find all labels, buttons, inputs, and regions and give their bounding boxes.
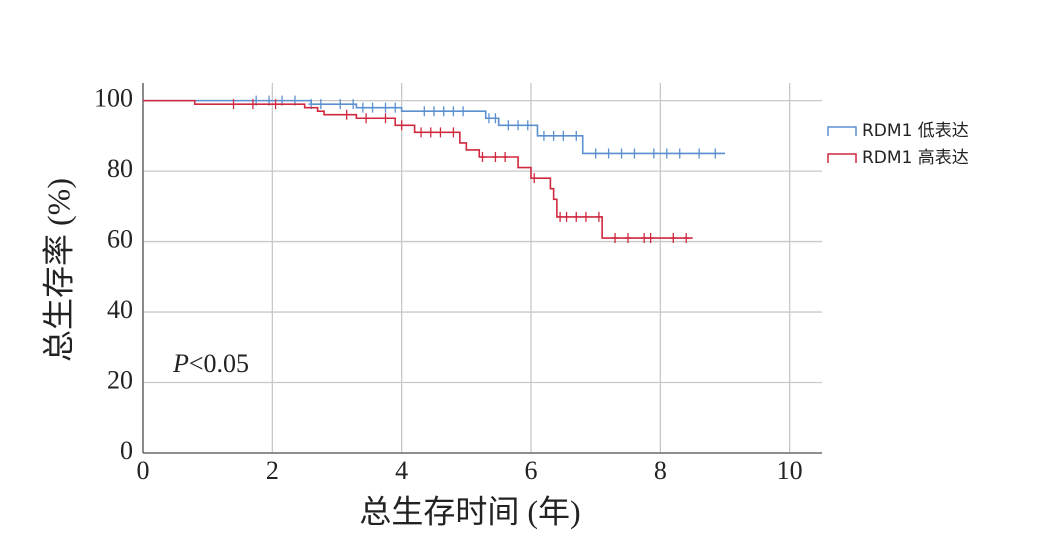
censor-mark: [492, 152, 499, 162]
censor-mark: [524, 120, 531, 131]
censor-mark: [485, 113, 492, 124]
censor-mark: [641, 233, 648, 244]
censor-mark: [431, 106, 437, 117]
censor-mark: [663, 148, 670, 159]
censor-mark: [492, 113, 499, 124]
censor-mark: [612, 233, 619, 244]
censor-mark: [563, 211, 570, 222]
censor-mark: [337, 99, 344, 110]
censor-mark: [676, 148, 683, 159]
survival-curve: [143, 99, 693, 239]
censor-mark: [573, 130, 580, 141]
censor-mark: [505, 120, 512, 131]
x-tick-label: 8: [654, 456, 667, 485]
survival-curve: [143, 99, 725, 155]
censor-mark: [625, 233, 631, 244]
censor-mark: [515, 120, 522, 131]
censor-mark: [560, 130, 567, 141]
censor-mark: [650, 148, 657, 159]
legend-swatch: [827, 153, 857, 163]
censor-mark: [418, 127, 425, 138]
x-tick-label: 10: [777, 456, 803, 485]
x-tick-label: 0: [137, 456, 150, 485]
censor-mark: [427, 127, 434, 138]
censor-mark: [605, 148, 612, 159]
x-tick-label: 6: [525, 456, 538, 485]
y-tick-label: 100: [94, 84, 133, 113]
censor-mark: [369, 102, 376, 113]
censor-mark: [479, 152, 486, 162]
censor-mark: [421, 106, 428, 117]
censor-mark: [398, 120, 405, 131]
p-text: <0.05: [189, 349, 249, 378]
censor-mark: [317, 99, 324, 110]
censor-mark: [595, 211, 602, 222]
legend-label: RDM1 低表达: [862, 121, 969, 141]
censor-mark: [382, 102, 389, 113]
censor-mark: [647, 233, 654, 244]
censor-mark: [531, 173, 538, 184]
p-symbol: P: [172, 349, 189, 378]
y-tick-label: 80: [107, 154, 133, 183]
censor-mark: [450, 127, 457, 138]
x-axis-title: 总生存时间 (年): [359, 493, 580, 529]
censor-mark: [540, 130, 547, 141]
x-tick-label: 2: [266, 456, 279, 485]
censor-mark: [550, 130, 557, 141]
censor-mark: [618, 148, 625, 159]
censor-mark: [440, 106, 447, 117]
x-tick-label: 4: [395, 456, 408, 485]
censor-mark: [363, 113, 370, 124]
legend-swatch: [827, 126, 857, 136]
legend-label: RDM1 高表达: [862, 148, 969, 168]
censor-mark: [343, 109, 350, 120]
censor-mark: [249, 99, 256, 110]
censor-mark: [392, 102, 399, 113]
censor-mark: [350, 99, 357, 110]
censor-mark: [272, 99, 279, 110]
censor-mark: [670, 233, 677, 244]
censor-mark: [460, 106, 467, 117]
censor-mark: [359, 102, 366, 113]
censor-mark: [437, 127, 444, 138]
censor-mark: [557, 211, 564, 222]
censor-mark: [450, 106, 457, 117]
y-axis-title: 总生存率 (%): [40, 178, 76, 362]
censor-mark: [592, 148, 599, 159]
censor-mark: [683, 233, 690, 244]
censor-mark: [573, 211, 580, 222]
censor-mark: [631, 148, 638, 159]
p-value: P<0.05: [172, 349, 249, 378]
censor-mark: [712, 148, 719, 159]
censor-mark: [382, 113, 389, 124]
y-tick-label: 20: [107, 365, 133, 394]
y-tick-label: 0: [120, 436, 133, 465]
y-tick-label: 60: [107, 225, 133, 254]
y-tick-label: 40: [107, 295, 133, 324]
censor-mark: [230, 99, 237, 110]
censor-mark: [582, 211, 589, 222]
censor-mark: [696, 148, 703, 159]
censor-mark: [502, 152, 509, 162]
